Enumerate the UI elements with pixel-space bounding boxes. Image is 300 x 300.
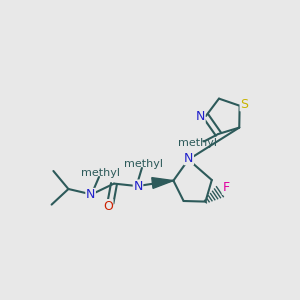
Text: N: N — [86, 188, 95, 202]
Text: F: F — [222, 181, 230, 194]
Text: methyl: methyl — [81, 168, 120, 178]
Text: methyl: methyl — [178, 138, 217, 148]
Text: N: N — [184, 152, 194, 165]
Text: N: N — [196, 110, 205, 123]
Text: N: N — [133, 180, 143, 193]
Text: methyl: methyl — [124, 159, 163, 170]
Polygon shape — [152, 178, 173, 188]
Text: S: S — [240, 98, 248, 111]
Text: O: O — [103, 200, 113, 213]
